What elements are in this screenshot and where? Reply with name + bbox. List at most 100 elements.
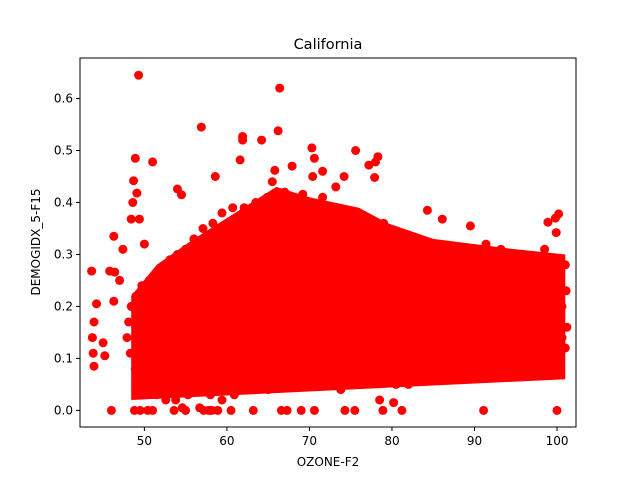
- scatter-point: [323, 208, 333, 218]
- scatter-point: [370, 369, 380, 379]
- scatter-point: [557, 333, 567, 343]
- x-tick-label: 80: [384, 434, 399, 448]
- scatter-point: [239, 203, 249, 213]
- scatter-point: [296, 405, 306, 415]
- scatter-point: [336, 385, 346, 395]
- scatter-point: [189, 234, 199, 244]
- scatter-point: [213, 405, 223, 415]
- scatter-point: [351, 146, 361, 155]
- scatter-point: [109, 231, 119, 241]
- scatter-point: [280, 187, 290, 197]
- scatter-point: [339, 172, 349, 181]
- scatter-point: [370, 173, 380, 182]
- scatter-point: [144, 275, 154, 285]
- y-tick-label: 0.0: [54, 403, 73, 417]
- y-tick-label: 0.2: [54, 299, 73, 313]
- scatter-point: [561, 286, 571, 296]
- scatter-point: [89, 317, 99, 327]
- scatter-point: [134, 214, 144, 224]
- x-axis-ticks: 50 60 70 80 90 100: [137, 427, 568, 448]
- scatter-point: [134, 70, 144, 80]
- scatter-point: [150, 270, 160, 280]
- scatter-point: [527, 301, 537, 311]
- scatter-point: [479, 353, 489, 363]
- scatter-point: [426, 291, 436, 301]
- scatter-point: [524, 369, 534, 379]
- scatter-point: [331, 182, 341, 192]
- scatter-point: [309, 153, 319, 163]
- scatter-point: [481, 239, 491, 249]
- x-tick-label: 60: [219, 434, 234, 448]
- scatter-point: [172, 250, 182, 259]
- scatter-point: [560, 260, 570, 270]
- scatter-point: [543, 217, 553, 227]
- scatter-point: [118, 244, 128, 254]
- scatter-point: [210, 172, 220, 181]
- scatter-point: [533, 327, 543, 337]
- scatter-point: [508, 265, 518, 275]
- scatter-point: [309, 405, 319, 415]
- scatter-point: [531, 260, 541, 270]
- scatter-point: [318, 166, 328, 176]
- scatter-point: [404, 250, 413, 259]
- scatter-point: [454, 348, 464, 358]
- scatter-point: [308, 172, 318, 181]
- scatter-point: [274, 379, 284, 389]
- scatter-point: [552, 405, 562, 415]
- y-axis-label: DEMOGIDX_5-F15: [29, 188, 43, 295]
- y-tick-label: 0.6: [54, 92, 73, 106]
- scatter-point: [126, 301, 136, 311]
- scatter-point: [447, 333, 457, 343]
- scatter-point: [557, 301, 567, 311]
- scatter-point: [248, 405, 258, 415]
- scatter-point: [297, 218, 307, 228]
- scatter-point: [499, 361, 509, 371]
- scatter-point: [165, 255, 175, 265]
- scatter-point: [560, 343, 570, 353]
- scatter-point: [152, 390, 162, 400]
- scatter-point: [479, 405, 489, 415]
- scatter-point: [128, 198, 138, 207]
- scatter-point: [126, 214, 136, 224]
- scatter-point: [198, 224, 208, 233]
- dense-point-cluster: [131, 186, 566, 400]
- scatter-point: [135, 374, 145, 384]
- scatter-point: [131, 291, 141, 301]
- scatter-point: [87, 333, 97, 343]
- scatter-point: [541, 281, 551, 291]
- scatter-point: [488, 372, 498, 382]
- scatter-point: [139, 239, 149, 249]
- scatter-point: [359, 260, 369, 270]
- scatter-point: [217, 208, 227, 218]
- scatter-point: [515, 250, 525, 259]
- dense-cluster-layer: [131, 186, 566, 400]
- scatter-point: [124, 317, 134, 327]
- scatter-point: [504, 291, 514, 301]
- x-tick-label: 90: [467, 434, 482, 448]
- scatter-point: [389, 398, 399, 408]
- scatter-point: [553, 275, 563, 285]
- scatter-point: [282, 405, 292, 415]
- scatter-point: [551, 228, 561, 238]
- scatter-point: [318, 192, 328, 202]
- scatter-point: [235, 155, 245, 165]
- scatter-point: [379, 218, 389, 228]
- scatter-point: [195, 403, 205, 413]
- scatter-point: [183, 390, 193, 400]
- scatter-point: [177, 190, 186, 200]
- scatter-point: [511, 343, 521, 353]
- scatter-point: [262, 192, 272, 202]
- scatter-point: [148, 157, 158, 167]
- scatter-point: [520, 312, 530, 322]
- scatter-point: [100, 351, 110, 361]
- scatter-point: [492, 333, 502, 343]
- scatter-point: [471, 250, 481, 259]
- scatter-point: [92, 299, 101, 309]
- scatter-point: [130, 153, 140, 163]
- scatter-point: [555, 364, 565, 374]
- scatter-point: [350, 405, 360, 415]
- scatter-point: [399, 327, 408, 337]
- scatter-point: [323, 379, 333, 389]
- scatter-point: [496, 244, 506, 254]
- scatter-point: [392, 234, 402, 244]
